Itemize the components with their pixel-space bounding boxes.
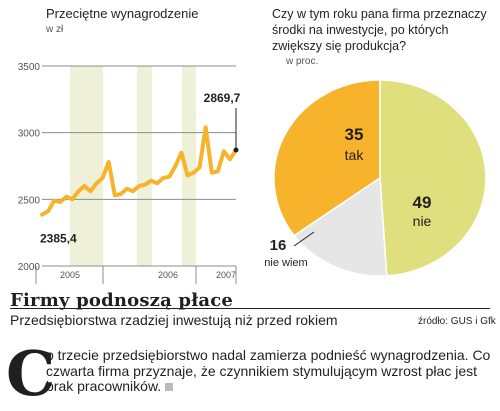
end-of-article-square bbox=[165, 383, 174, 391]
line-chart-title: Przeciętne wynagrodzenie bbox=[46, 6, 199, 21]
pie-category-label-nie-wiem: nie wiem bbox=[264, 257, 307, 269]
source-note: źródło: GUS i Gfk bbox=[418, 316, 496, 327]
article-body-text: o trzecie przedsiębiorstwo nadal zamierz… bbox=[46, 347, 491, 394]
x-tick-label-2007: 2007 bbox=[216, 270, 236, 280]
end-value-label: 2869,7 bbox=[204, 91, 241, 105]
y-tick-label-3000: 3000 bbox=[18, 129, 41, 140]
pie-slice-nie-wiem bbox=[293, 176, 388, 277]
pie-chart-question: Czy w tym roku pana firma przeznaczy śro… bbox=[272, 7, 487, 53]
drop-cap: C bbox=[6, 337, 56, 410]
pie-slice-nie bbox=[379, 80, 487, 277]
pie-value-label-nie-wiem: 16 bbox=[270, 237, 287, 254]
pie-value-label-tak: 35 bbox=[345, 125, 364, 144]
line-chart-unit: w zł bbox=[46, 24, 64, 35]
year-band-1 bbox=[137, 66, 152, 266]
pie-leader-nie-wiem bbox=[293, 231, 315, 247]
pie-category-label-tak: tak bbox=[345, 147, 365, 163]
y-tick-label-2000: 2000 bbox=[18, 262, 41, 273]
salary-line-chart: 3500 3000 2500 2000 2385,4 2869,7 2005 2006 2… bbox=[18, 62, 241, 284]
article-body: o trzecie przedsiębiorstwo nadal zamierz… bbox=[46, 347, 496, 395]
pie-category-label-nie: nie bbox=[413, 213, 432, 229]
pie-slice-tak bbox=[273, 80, 381, 237]
end-value-dot bbox=[233, 147, 239, 153]
article-subheadline: Przedsiębiorstwa rzadziej inwestują niż … bbox=[10, 312, 338, 328]
year-band-2 bbox=[182, 66, 196, 266]
headline-rule bbox=[10, 308, 490, 309]
year-band-0 bbox=[70, 66, 103, 266]
x-tick-label-2006: 2006 bbox=[158, 270, 178, 280]
pie-chart-unit: w proc. bbox=[286, 56, 319, 67]
y-tick-label-2500: 2500 bbox=[18, 195, 41, 206]
y-tick-label-3500: 3500 bbox=[18, 62, 41, 73]
salary-line bbox=[40, 125, 238, 217]
x-tick-label-2005: 2005 bbox=[60, 270, 80, 280]
start-value-label: 2385,4 bbox=[40, 232, 77, 246]
article-headline: Firmy podnoszą płace bbox=[10, 290, 234, 311]
pie-value-label-nie: 49 bbox=[413, 193, 432, 212]
